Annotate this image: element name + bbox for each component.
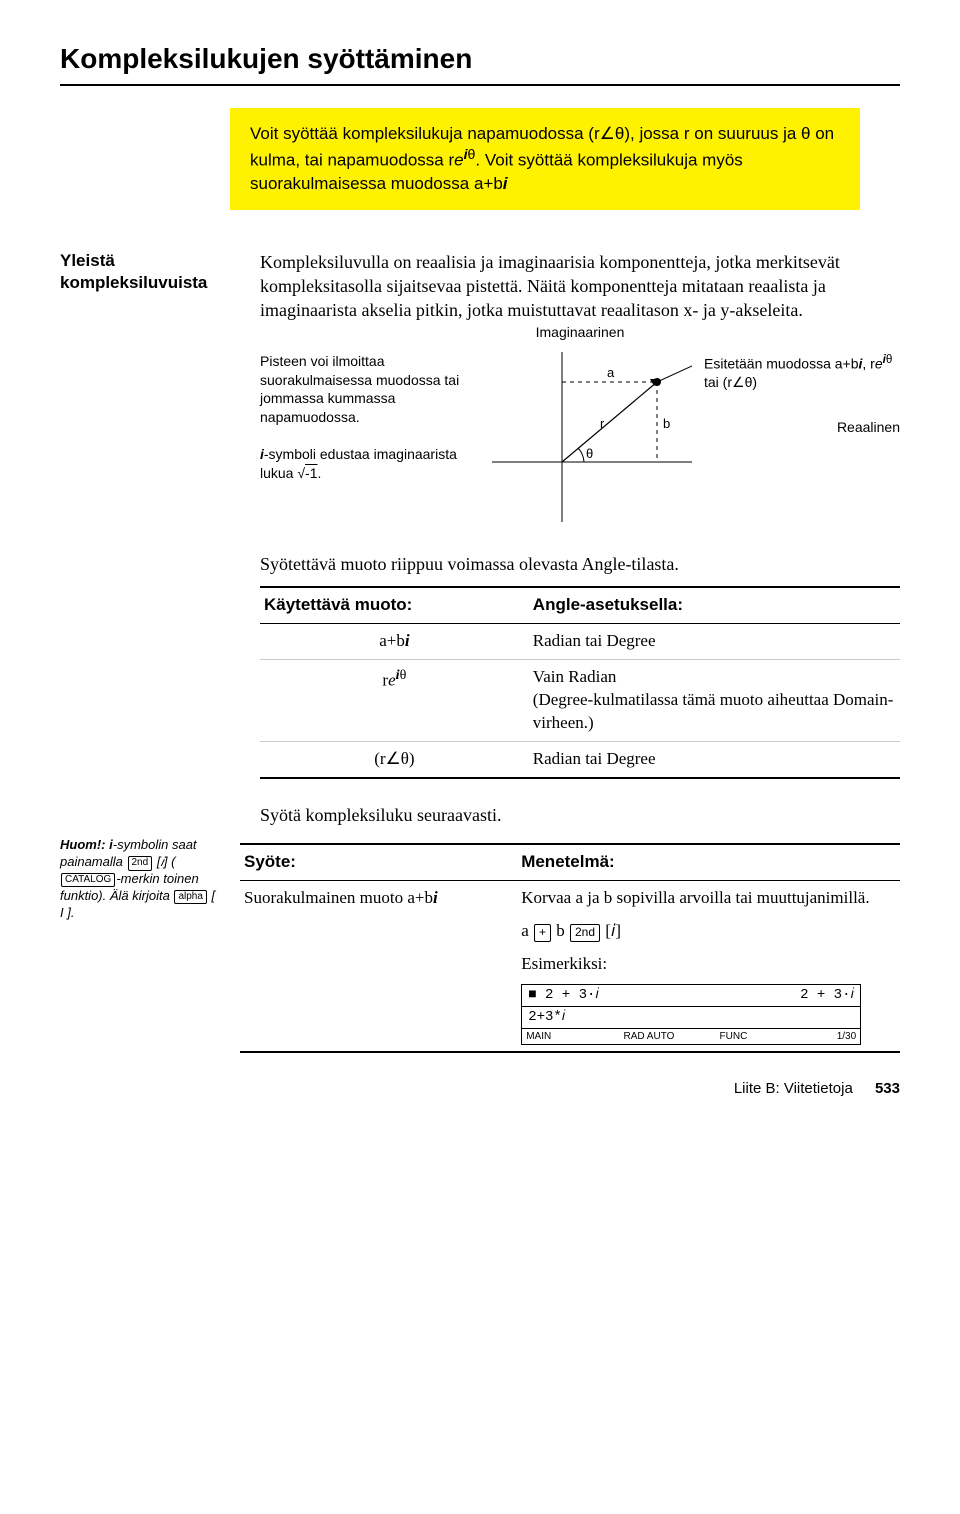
label-theta: θ: [586, 446, 593, 461]
format-table-block: Syötettävä muoto riippuu voimassa olevas…: [260, 552, 900, 779]
page-number: 533: [875, 1080, 900, 1097]
status-main: MAIN: [522, 1029, 607, 1045]
status-count: 1/30: [776, 1029, 861, 1045]
table1-intro: Syötettävä muoto riippuu voimassa olevas…: [260, 552, 900, 576]
key-i: [𝑖]: [157, 854, 168, 869]
note-label: Huom!:: [60, 837, 109, 852]
intro-highlight: Voit syöttää kompleksilukuja napamuodoss…: [230, 108, 860, 210]
i: i: [405, 631, 410, 650]
key-i: [𝑖]: [605, 921, 621, 940]
cap-r-g: tai (r: [704, 374, 732, 390]
method-line2: a + b 2nd [𝑖]: [521, 920, 896, 943]
complex-plane-diagram: a b r θ: [492, 352, 692, 528]
status-rad: RAD AUTO: [607, 1029, 692, 1045]
calc-history-line: ■ 2 + 3·𝑖 2 + 3·𝑖: [522, 985, 860, 1006]
caption-left-1: Pisteen voi ilmoittaa suorakulmaisessa m…: [260, 352, 480, 428]
angle-symbol: ∠: [600, 124, 615, 143]
method-line1: Korvaa a ja b sopivilla arvoilla tai muu…: [521, 887, 896, 910]
theta-sup: θ: [400, 667, 407, 683]
real-axis-label: Reaalinen: [704, 418, 900, 437]
label-b: b: [663, 416, 670, 431]
e: e: [875, 355, 883, 371]
method-line3: Esimerkiksi:: [521, 953, 896, 976]
key-2nd: 2nd: [570, 924, 600, 942]
calculator-screenshot: ■ 2 + 3·𝑖 2 + 3·𝑖 2+3*𝑖 MAIN RAD AUTO FU…: [521, 984, 861, 1045]
angle: ∠: [732, 374, 745, 390]
period: .: [318, 465, 322, 481]
key-2nd: 2nd: [128, 856, 153, 871]
diagram-caption-right: Esitetään muodossa a+bi, reiθ tai (r∠θ) …: [704, 352, 900, 528]
row1-format: a+bi: [260, 624, 529, 660]
i: i: [433, 888, 438, 907]
intro-paragraph: Kompleksiluvulla on reaalisia ja imagina…: [260, 250, 900, 323]
key-catalog: CATALOG: [61, 873, 115, 888]
txt: θ): [401, 749, 415, 768]
row2-format: reiθ: [260, 660, 529, 742]
label-r: r: [600, 416, 605, 431]
hl-text: Voit syöttää kompleksilukuja napamuodoss…: [250, 124, 600, 143]
diagram-caption-left: Pisteen voi ilmoittaa suorakulmaisessa m…: [260, 352, 480, 528]
theta-sup: θ: [886, 353, 892, 366]
status-func: FUNC: [691, 1029, 776, 1045]
row1-input: Suorakulmainen muoto a+bi: [240, 881, 517, 1053]
calc-entry-line: 2+3*𝑖: [522, 1006, 860, 1028]
i-bold: i: [503, 174, 508, 193]
diagram-row: Pisteen voi ilmoittaa suorakulmaisessa m…: [260, 352, 900, 528]
method-section: Huom!: i-symbolin saat painamalla 2nd [𝑖…: [60, 837, 900, 1053]
page-footer: Liite B: Viitetietoja 533: [60, 1079, 900, 1099]
row1-angle: Radian tai Degree: [529, 624, 900, 660]
row3-format: (r∠θ): [260, 741, 529, 777]
input-table: Syöte: Menetelmä: Suorakulmainen muoto a…: [240, 843, 900, 1053]
calc-status-bar: MAIN RAD AUTO FUNC 1/30: [522, 1028, 860, 1045]
input-table-block: Syötä kompleksiluku seuraavasti.: [260, 803, 900, 827]
txt: (r: [374, 749, 385, 768]
footer-label: Liite B: Viitetietoja: [734, 1080, 853, 1097]
label-a: a: [607, 365, 615, 380]
angle: ∠: [386, 749, 401, 768]
row3-angle: Radian tai Degree: [529, 741, 900, 777]
a: a: [521, 921, 533, 940]
cap-text: -symboli edustaa imaginaarista lukua: [260, 446, 457, 481]
calc-right: 2 + 3·𝑖: [800, 986, 854, 1005]
key-alpha: alpha: [174, 890, 206, 905]
th-format: Käytettävä muoto:: [260, 587, 529, 623]
sqrt-symbol: √: [297, 465, 305, 481]
section-content: Kompleksiluvulla on reaalisia ja imagina…: [260, 250, 900, 528]
cap-r-a: Esitetään muodossa a+b: [704, 355, 859, 371]
imaginary-axis-label: Imaginaarinen: [260, 323, 900, 342]
method-content: Syöte: Menetelmä: Suorakulmainen muoto a…: [240, 837, 900, 1053]
page-title: Kompleksilukujen syöttäminen: [60, 40, 900, 78]
th-input: Syöte:: [240, 844, 517, 880]
b: b: [552, 921, 569, 940]
side-note: Huom!: i-symbolin saat painamalla 2nd [𝑖…: [60, 837, 240, 1053]
e-ital: e: [454, 150, 463, 169]
e: e: [388, 671, 396, 690]
diagram-svg: a b r θ: [492, 352, 692, 522]
note-text: (: [167, 854, 175, 869]
calc-left: ■ 2 + 3·𝑖: [528, 986, 599, 1005]
neg1: -1: [305, 465, 317, 481]
format-table: Käytettävä muoto: Angle-asetuksella: a+b…: [260, 586, 900, 779]
row1-method: Korvaa a ja b sopivilla arvoilla tai muu…: [517, 881, 900, 1053]
section-general: Yleistä kompleksiluvuista Kompleksiluvul…: [60, 250, 900, 528]
row2-angle: Vain Radian (Degree-kulmatilassa tämä mu…: [529, 660, 900, 742]
title-rule: [60, 84, 900, 86]
table2-intro: Syötä kompleksiluku seuraavasti.: [260, 803, 900, 827]
cap-r-i: θ): [745, 374, 757, 390]
calc-entry: 2+3*𝑖: [528, 1008, 565, 1027]
cap-r-c: , r: [862, 355, 874, 371]
caption-left-2: i-symboli edustaa imaginaarista lukua √-…: [260, 445, 480, 483]
side-heading: Yleistä kompleksiluvuista: [60, 250, 260, 528]
th-angle: Angle-asetuksella:: [529, 587, 900, 623]
txt: a+b: [379, 631, 405, 650]
txt: Suorakulmainen muoto a+b: [244, 888, 433, 907]
th-method: Menetelmä:: [517, 844, 900, 880]
key-plus: +: [534, 924, 551, 942]
